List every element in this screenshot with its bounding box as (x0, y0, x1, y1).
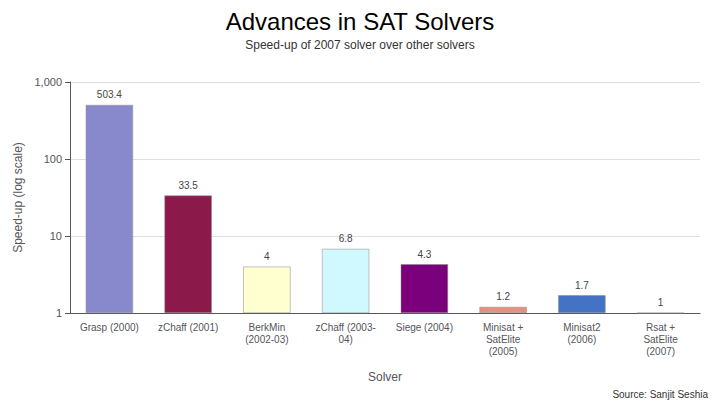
svg-text:BerkMin: BerkMin (249, 322, 286, 333)
svg-text:(2002-03): (2002-03) (245, 334, 288, 345)
svg-text:503.4: 503.4 (97, 89, 122, 100)
svg-text:zChaff (2001): zChaff (2001) (158, 322, 218, 333)
svg-text:100: 100 (44, 153, 62, 165)
svg-text:Solver: Solver (368, 370, 402, 384)
svg-text:1.7: 1.7 (575, 280, 589, 291)
svg-text:1,000: 1,000 (34, 76, 62, 88)
svg-text:Siege (2004): Siege (2004) (396, 322, 453, 333)
svg-text:Speed-up (log scale): Speed-up (log scale) (11, 142, 25, 253)
svg-text:Speed-up of 2007 solver over o: Speed-up of 2007 solver over other solve… (245, 38, 474, 52)
svg-text:04): 04) (338, 334, 352, 345)
svg-text:1: 1 (56, 307, 62, 319)
svg-text:(2006): (2006) (567, 334, 596, 345)
svg-text:Advances in SAT Solvers: Advances in SAT Solvers (226, 8, 495, 35)
svg-text:Grasp (2000): Grasp (2000) (80, 322, 139, 333)
svg-text:33.5: 33.5 (178, 180, 198, 191)
svg-text:1: 1 (658, 297, 664, 308)
svg-text:Rsat +: Rsat + (646, 322, 675, 333)
svg-text:(2007): (2007) (646, 346, 675, 357)
svg-text:1.2: 1.2 (496, 291, 510, 302)
svg-text:6.8: 6.8 (339, 233, 353, 244)
svg-text:Source: Sanjit Seshia: Source: Sanjit Seshia (612, 389, 708, 400)
svg-text:Minisat2: Minisat2 (563, 322, 601, 333)
svg-text:4.3: 4.3 (417, 249, 431, 260)
svg-text:zChaff (2003-: zChaff (2003- (315, 322, 375, 333)
svg-text:Minisat +: Minisat + (483, 322, 523, 333)
svg-text:4: 4 (264, 251, 270, 262)
svg-text:10: 10 (50, 230, 62, 242)
svg-text:SatElite: SatElite (486, 334, 521, 345)
svg-text:SatElite: SatElite (643, 334, 678, 345)
svg-text:(2005): (2005) (489, 346, 518, 357)
